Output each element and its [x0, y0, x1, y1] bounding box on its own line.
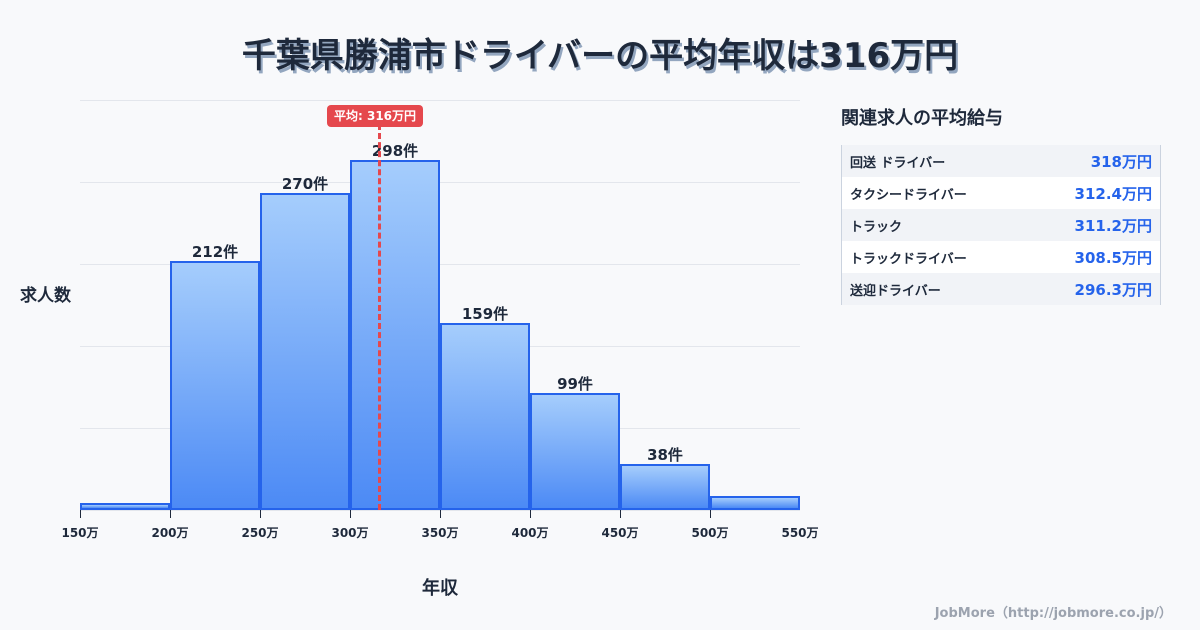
gridline [80, 100, 800, 101]
x-tick-label: 200万 [151, 526, 189, 540]
mean-marker-line [378, 124, 381, 510]
x-tick [170, 510, 171, 518]
bar-value-label: 212件 [191, 243, 239, 261]
related-job-name: 回送 ドライバー [850, 155, 946, 171]
x-tick [620, 510, 621, 518]
x-tick [260, 510, 261, 518]
related-job-salary: 308.5万円 [1074, 248, 1152, 267]
related-job-name: タクシードライバー [850, 187, 967, 203]
x-tick [440, 510, 441, 518]
bar-value-label: 99件 [557, 375, 593, 393]
x-tick-label: 150万 [61, 526, 99, 540]
x-tick-label: 300万 [331, 526, 369, 540]
histogram-bar-200-250[interactable] [170, 261, 260, 510]
histogram-bar-300-350[interactable] [350, 160, 440, 510]
x-tick [710, 510, 711, 518]
histogram-plot-area: 212件 270件 298件 159件 99件 38件 [80, 100, 800, 518]
x-tick-label: 500万 [691, 526, 729, 540]
related-job-row[interactable]: トラックドライバー 308.5万円 [842, 241, 1160, 273]
related-job-row[interactable]: タクシードライバー 312.4万円 [842, 177, 1160, 209]
x-axis-label: 年収 [422, 578, 458, 599]
related-job-row[interactable]: トラック 311.2万円 [842, 209, 1160, 241]
related-job-row[interactable]: 送迎ドライバー 296.3万円 [842, 273, 1160, 305]
gridline [80, 182, 800, 183]
x-tick [350, 510, 351, 518]
x-tick-label: 450万 [601, 526, 639, 540]
histogram-bar-250-300[interactable] [260, 193, 350, 510]
histogram-bar-450-500[interactable] [620, 464, 710, 510]
mean-badge: 平均: 316万円 [327, 105, 424, 127]
x-tick-label: 400万 [511, 526, 549, 540]
bar-value-label: 38件 [647, 446, 683, 464]
related-job-name: トラック [850, 219, 903, 235]
histogram-bar-500-550[interactable] [710, 496, 800, 510]
page-title: 千葉県勝浦市ドライバーの平均年収は316万円 [241, 36, 959, 76]
related-job-salary: 311.2万円 [1074, 216, 1152, 235]
histogram-bar-350-400[interactable] [440, 323, 530, 510]
related-jobs-title: 関連求人の平均給与 [841, 108, 1003, 129]
histogram-bar-150-200[interactable] [80, 503, 170, 510]
histogram-bar-400-450[interactable] [530, 393, 620, 510]
x-tick-label: 350万 [421, 526, 459, 540]
x-tick [80, 510, 81, 518]
x-tick-label: 250万 [241, 526, 279, 540]
gridline [80, 264, 800, 265]
bar-value-label: 270件 [281, 175, 329, 193]
x-tick-label: 550万 [781, 526, 819, 540]
related-job-salary: 312.4万円 [1074, 184, 1152, 203]
related-job-salary: 296.3万円 [1074, 280, 1152, 299]
related-job-name: トラックドライバー [850, 251, 967, 267]
x-tick [530, 510, 531, 518]
related-jobs-table: 回送 ドライバー 318万円 タクシードライバー 312.4万円 トラック 31… [841, 145, 1161, 305]
source-credit: JobMore（http://jobmore.co.jp/） [934, 606, 1172, 621]
bar-value-label: 159件 [461, 305, 509, 323]
related-job-name: 送迎ドライバー [850, 283, 941, 299]
y-axis-label: 求人数 [20, 286, 71, 306]
related-job-salary: 318万円 [1090, 152, 1152, 171]
related-job-row[interactable]: 回送 ドライバー 318万円 [842, 145, 1160, 177]
bar-value-label: 298件 [371, 142, 419, 160]
